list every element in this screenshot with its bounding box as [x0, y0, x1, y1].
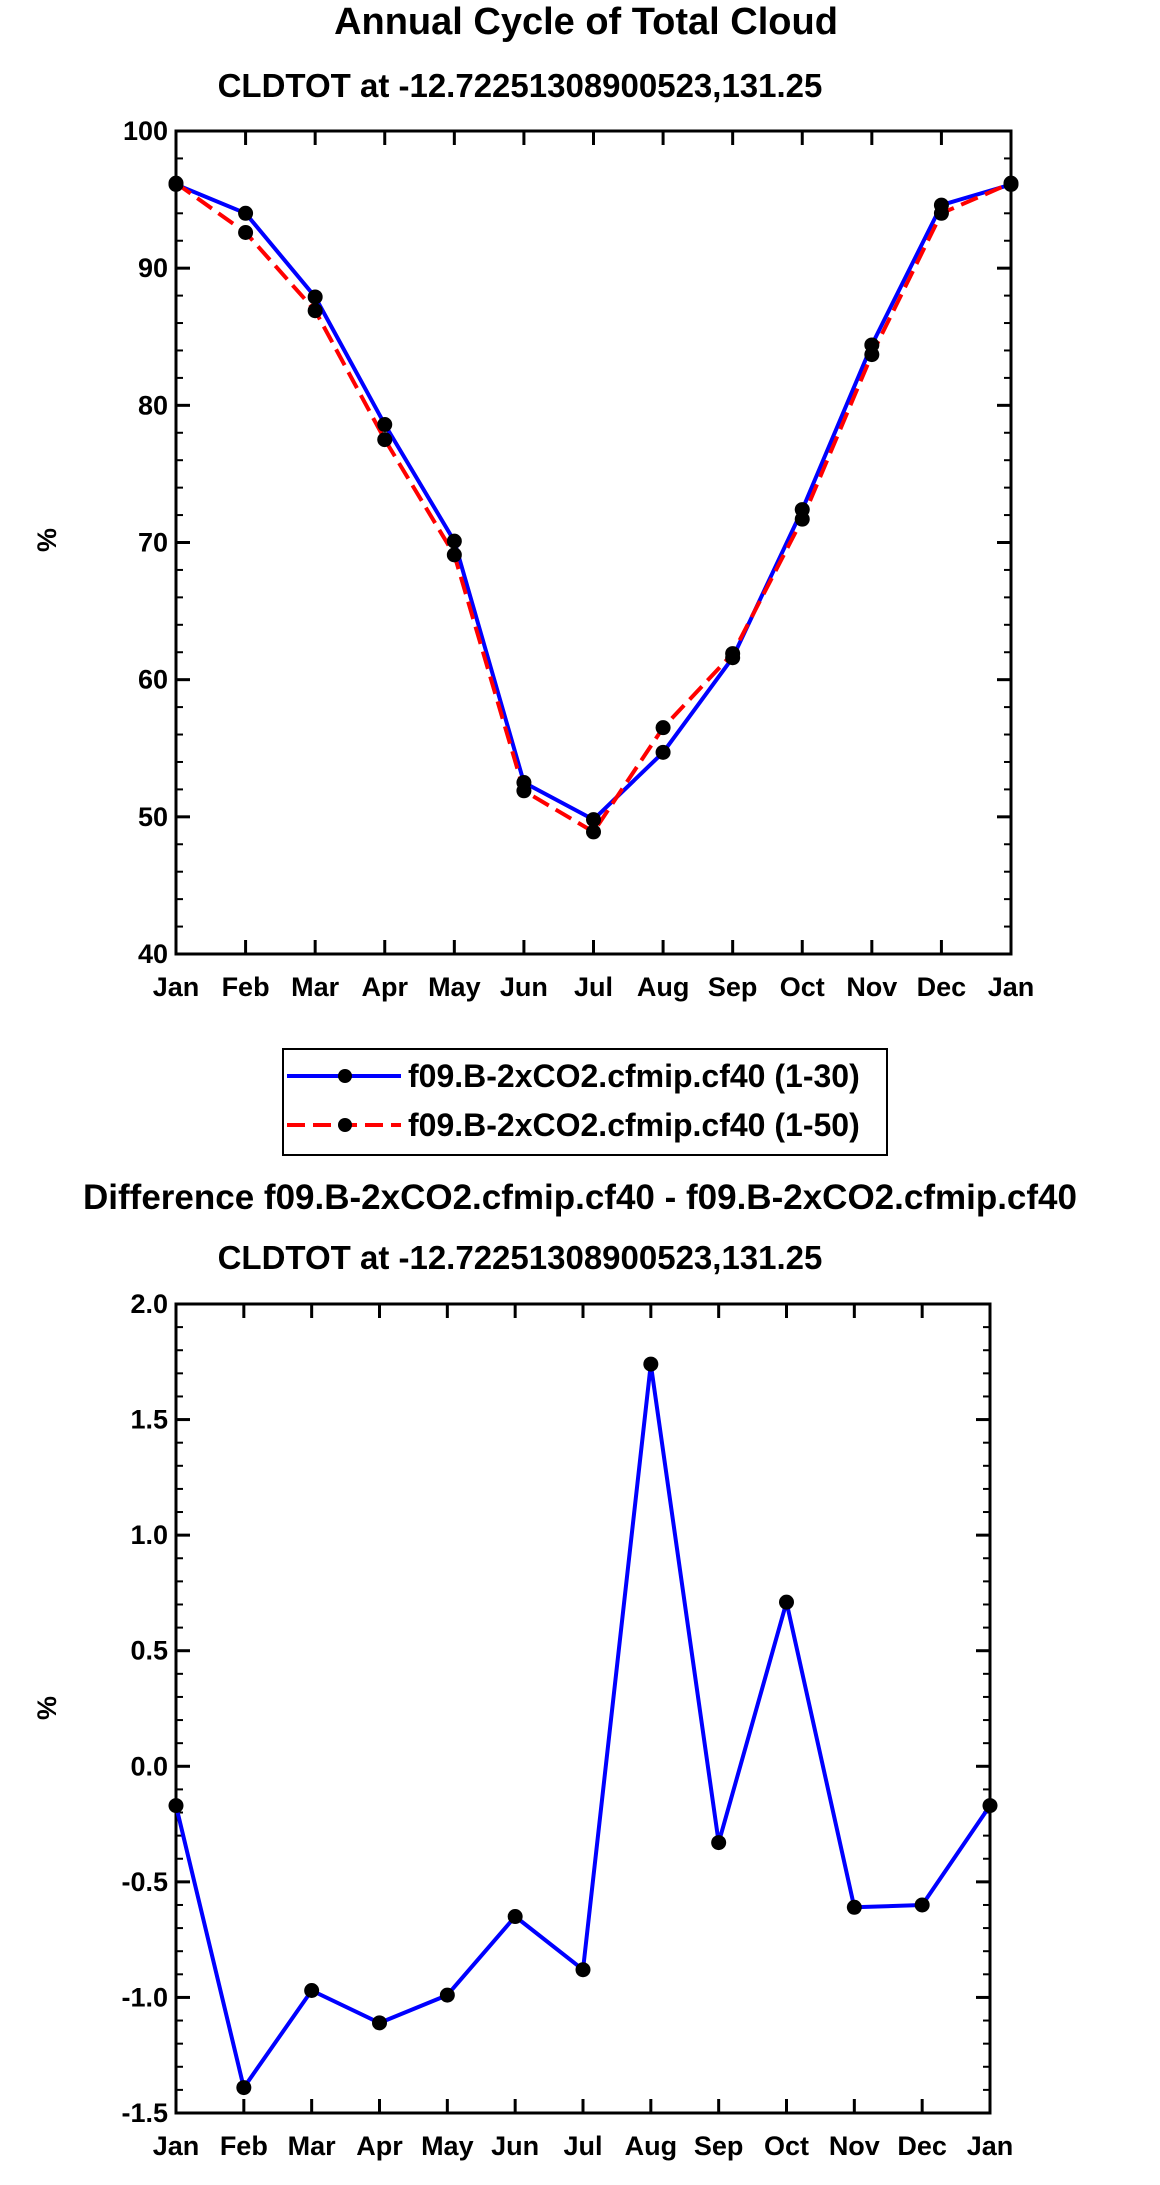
chart2-series-1-point	[846, 1899, 862, 1915]
chart2-ytick-label: -1.0	[121, 1982, 168, 2012]
chart2-xtick-label: Jan	[967, 2131, 1014, 2161]
chart1-series-1-line	[175, 182, 1012, 822]
chart1-xtick-label: Oct	[780, 972, 825, 1002]
chart1-legend: f09.B-2xCO2.cfmip.cf40 (1-30) f09.B-2xCO…	[282, 1048, 888, 1156]
chart1-series-2-point	[1003, 175, 1019, 191]
chart1-series-2-point	[238, 225, 254, 241]
chart1-title: Annual Cycle of Total Cloud	[334, 1, 838, 43]
chart2-xtick-label: May	[421, 2131, 474, 2161]
chart1-series-1-point	[238, 205, 254, 221]
chart1-series-2-point	[794, 511, 810, 527]
chart2-subtitle: CLDTOT at -12.72251308900523,131.25	[218, 1239, 823, 1276]
chart1-series-2-point	[446, 547, 462, 563]
chart2-series-1-point	[643, 1356, 659, 1372]
chart1-series-2-point	[377, 432, 393, 448]
chart2-title: Difference f09.B-2xCO2.cfmip.cf40 - f09.…	[83, 1178, 1077, 1217]
chart1-xtick-label: May	[428, 972, 481, 1002]
chart2-ytick-label: 0.0	[130, 1751, 168, 1781]
legend-marker-series-2	[338, 1118, 352, 1132]
legend-marker-series-1	[338, 1069, 352, 1083]
chart1-xtick-label: Aug	[637, 972, 689, 1002]
chart2-xtick-label: Aug	[625, 2131, 677, 2161]
chart2-ytick-label: -0.5	[121, 1867, 168, 1897]
chart2-series-1-point	[779, 1594, 794, 1610]
chart2-xtick-label: Jun	[491, 2131, 539, 2161]
chart1-xtick-label: Jul	[574, 972, 613, 1002]
chart2-series-1-point	[372, 2015, 387, 2031]
legend-label-series-2: f09.B-2xCO2.cfmip.cf40 (1-50)	[408, 1107, 860, 1143]
chart1-y-label: %	[32, 528, 62, 552]
chart2-ytick-label: 1.5	[130, 1405, 168, 1435]
chart1-series-2-point	[586, 824, 601, 840]
chart2-series-1-point	[236, 2080, 252, 2096]
chart1-xtick-label: Feb	[222, 972, 270, 1002]
chart1-xtick-label: Jun	[500, 972, 548, 1002]
chart2-frame	[174, 1302, 992, 2115]
chart2-xtick-label: Dec	[897, 2131, 947, 2161]
chart2-ytick-label: 1.0	[130, 1520, 168, 1550]
chart2-y-label: %	[32, 1696, 62, 1720]
chart2-xtick-label: Jul	[563, 2131, 602, 2161]
chart1-series-1-point	[655, 744, 671, 760]
chart2-xtick-label: Apr	[356, 2131, 403, 2161]
chart1-series-1-point	[307, 289, 323, 305]
chart1-series-2-point	[168, 175, 184, 191]
chart1-series-2-point	[933, 205, 949, 221]
chart2-series-1-point	[507, 1909, 523, 1925]
chart1-ytick-label: 40	[138, 939, 168, 969]
legend-label-series-1: f09.B-2xCO2.cfmip.cf40 (1-30)	[408, 1058, 860, 1094]
chart1-xtick-label: Jan	[988, 972, 1035, 1002]
chart1-series-2-point	[655, 720, 671, 736]
chart2-xtick-label: Jan	[153, 2131, 200, 2161]
chart1-ytick-label: 70	[138, 528, 168, 558]
chart1-xtick-label: Apr	[362, 972, 409, 1002]
chart2-ytick-label: -1.5	[121, 2098, 168, 2128]
chart1-series-1-point	[446, 533, 462, 549]
chart1-ytick-label: 80	[138, 390, 168, 420]
chart1-series-2-point	[725, 646, 741, 662]
chart1-ytick-label: 50	[138, 802, 168, 832]
chart2-xtick-label: Nov	[829, 2131, 880, 2161]
chart2-series-1-point	[575, 1962, 591, 1978]
chart2-ytick-label: 2.0	[130, 1289, 168, 1319]
chart2-series-1-point	[439, 1987, 455, 2003]
chart2-xtick-label: Mar	[288, 2131, 337, 2161]
chart1-xtick-label: Jan	[153, 972, 200, 1002]
chart1-xtick-label: Dec	[917, 972, 967, 1002]
chart2-series-1-point	[711, 1835, 727, 1851]
chart1-xtick-label: Nov	[846, 972, 897, 1002]
chart1-subtitle: CLDTOT at -12.72251308900523,131.25	[218, 67, 823, 104]
chart1-xtick-label: Mar	[291, 972, 340, 1002]
chart1-series-1-point	[377, 417, 393, 433]
chart1-ytick-label: 60	[138, 665, 168, 695]
chart2-xtick-label: Sep	[694, 2131, 744, 2161]
chart2-series-1-point	[168, 1798, 184, 1814]
chart2-series-1-point	[304, 1982, 320, 1998]
chart1-ytick-label: 90	[138, 253, 168, 283]
legend-box	[282, 1048, 888, 1156]
chart2-xtick-label: Feb	[220, 2131, 268, 2161]
chart1-series-1-point	[586, 812, 601, 828]
chart2-series-1-line	[174, 1362, 992, 2090]
chart2-xtick-label: Oct	[764, 2131, 809, 2161]
chart2-ytick-label: 0.5	[130, 1636, 168, 1666]
chart2-series-1-point	[914, 1897, 930, 1913]
chart1-ytick-label: 100	[123, 116, 168, 146]
chart1-series-2-point	[307, 303, 323, 319]
chart2-series-1-point	[982, 1798, 998, 1814]
chart1-series-2-point	[864, 347, 880, 363]
chart1-xtick-label: Sep	[708, 972, 758, 1002]
chart1-series-2-point	[516, 783, 532, 799]
